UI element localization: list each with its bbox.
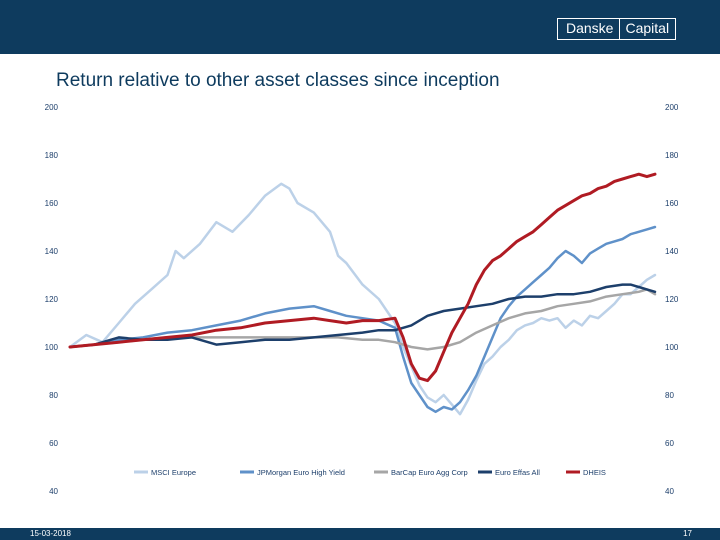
slide-title: Return relative to other asset classes s… bbox=[56, 70, 500, 91]
logo-left-text: Danske bbox=[558, 19, 621, 39]
company-logo: Danske Capital bbox=[557, 18, 677, 40]
legend-label: JPMorgan Euro High Yield bbox=[257, 468, 345, 477]
y-tick-label-left: 140 bbox=[45, 247, 59, 256]
y-tick-label-right: 200 bbox=[665, 103, 679, 112]
footer-bar: 15-03-2018 17 bbox=[0, 528, 720, 540]
y-tick-label-left: 100 bbox=[45, 343, 59, 352]
page-number: 17 bbox=[683, 529, 692, 538]
footer-date: 15-03-2018 bbox=[30, 529, 71, 538]
series-line bbox=[68, 283, 657, 349]
y-tick-label-left: 180 bbox=[45, 151, 59, 160]
y-tick-label-right: 40 bbox=[665, 487, 674, 495]
legend-label: DHEIS bbox=[583, 468, 606, 477]
legend-label: Euro Effas All bbox=[495, 468, 540, 477]
y-tick-label-left: 120 bbox=[45, 295, 59, 304]
series-line bbox=[68, 172, 657, 383]
y-tick-label-right: 180 bbox=[665, 151, 679, 160]
series-line bbox=[68, 182, 657, 416]
y-tick-label-left: 40 bbox=[49, 487, 58, 495]
y-tick-label-right: 160 bbox=[665, 199, 679, 208]
y-tick-label-left: 60 bbox=[49, 439, 58, 448]
y-tick-label-left: 80 bbox=[49, 391, 58, 400]
y-tick-label-right: 140 bbox=[665, 247, 679, 256]
y-tick-label-right: 60 bbox=[665, 439, 674, 448]
y-tick-label-left: 200 bbox=[45, 103, 59, 112]
series-line bbox=[68, 225, 657, 414]
y-tick-label-left: 160 bbox=[45, 199, 59, 208]
header-banner: Danske Capital bbox=[0, 0, 720, 54]
legend-label: MSCI Europe bbox=[151, 468, 196, 477]
legend-label: BarCap Euro Agg Corp bbox=[391, 468, 468, 477]
line-chart: 40 40 60 60 80 80 100 100 120 120 140 140 160 160 180 1… bbox=[45, 103, 679, 495]
y-tick-label-right: 100 bbox=[665, 343, 679, 352]
y-tick-label-right: 80 bbox=[665, 391, 674, 400]
logo-right-text: Capital bbox=[625, 20, 670, 36]
y-tick-label-right: 120 bbox=[665, 295, 679, 304]
